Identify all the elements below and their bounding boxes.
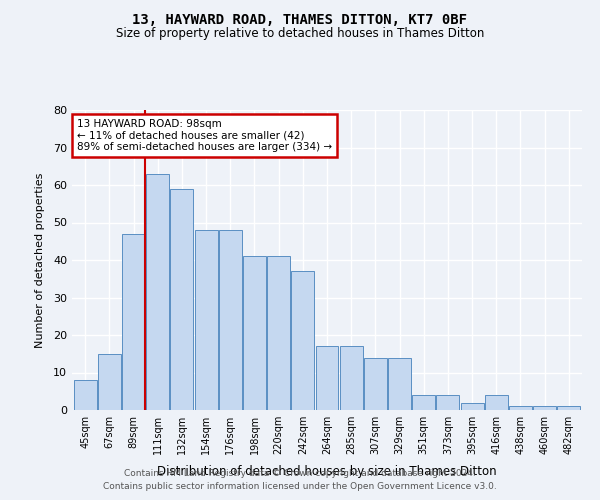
Text: Size of property relative to detached houses in Thames Ditton: Size of property relative to detached ho…: [116, 28, 484, 40]
Bar: [364, 358, 387, 410]
Bar: [122, 234, 145, 410]
Bar: [485, 395, 508, 410]
Bar: [436, 395, 460, 410]
Bar: [316, 346, 338, 410]
Bar: [533, 406, 556, 410]
Bar: [194, 230, 218, 410]
Bar: [243, 256, 266, 410]
Bar: [509, 406, 532, 410]
Text: 13, HAYWARD ROAD, THAMES DITTON, KT7 0BF: 13, HAYWARD ROAD, THAMES DITTON, KT7 0BF: [133, 12, 467, 26]
Text: Contains HM Land Registry data © Crown copyright and database right 2024.: Contains HM Land Registry data © Crown c…: [124, 468, 476, 477]
Bar: [74, 380, 97, 410]
Bar: [412, 395, 435, 410]
Bar: [267, 256, 290, 410]
Bar: [170, 188, 193, 410]
Bar: [219, 230, 242, 410]
Bar: [461, 402, 484, 410]
Bar: [146, 174, 169, 410]
Bar: [292, 271, 314, 410]
X-axis label: Distribution of detached houses by size in Thames Ditton: Distribution of detached houses by size …: [157, 466, 497, 478]
Text: 13 HAYWARD ROAD: 98sqm
← 11% of detached houses are smaller (42)
89% of semi-det: 13 HAYWARD ROAD: 98sqm ← 11% of detached…: [77, 119, 332, 152]
Bar: [340, 346, 362, 410]
Bar: [557, 406, 580, 410]
Bar: [98, 354, 121, 410]
Text: Contains public sector information licensed under the Open Government Licence v3: Contains public sector information licen…: [103, 482, 497, 491]
Y-axis label: Number of detached properties: Number of detached properties: [35, 172, 44, 348]
Bar: [388, 358, 411, 410]
